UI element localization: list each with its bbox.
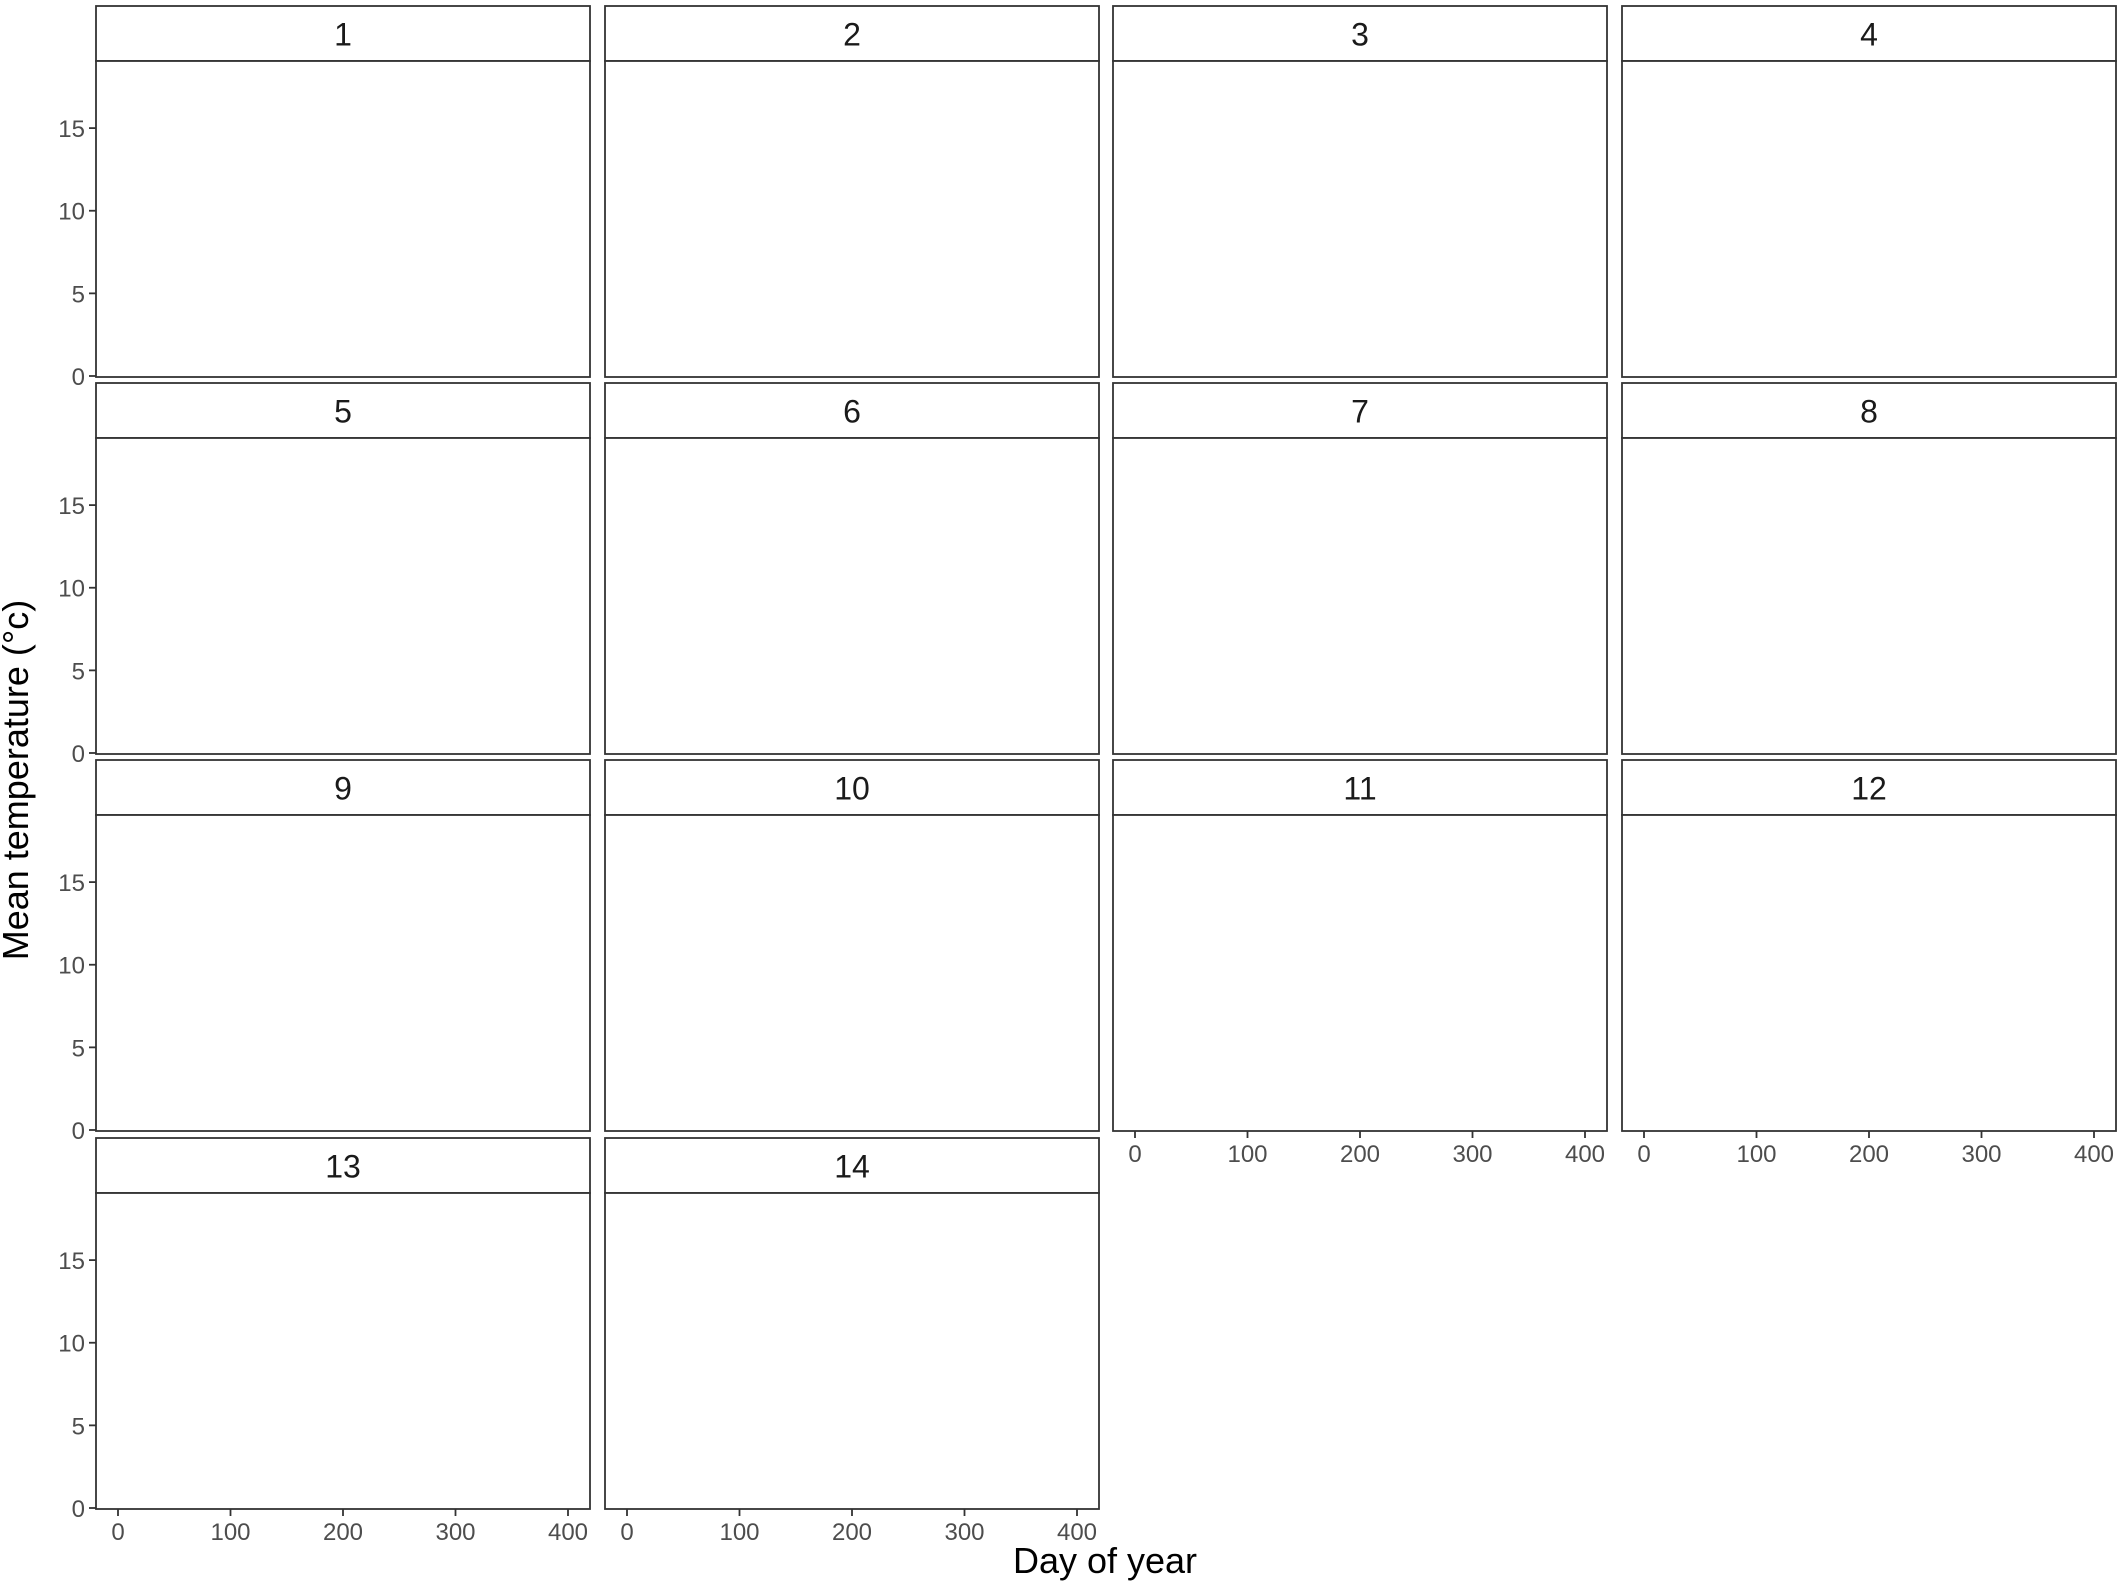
facet-strip-label: 4 — [1860, 17, 1878, 53]
x-tick-label: 400 — [1565, 1141, 1605, 1168]
y-tick-label: 10 — [58, 953, 85, 980]
facet-panel-9: 99.48.37051015 — [58, 759, 591, 1145]
y-tick-label: 5 — [72, 281, 85, 308]
facet-panels: 110.29.16.805101521096.739.98.86.949.48.… — [58, 5, 2117, 1546]
x-tick-label: 200 — [832, 1519, 872, 1546]
x-tick-label: 300 — [435, 1519, 475, 1546]
panel-border — [604, 1192, 1100, 1510]
facet-panel-12: 1211.810.37.80100200300400 — [1621, 759, 2117, 1168]
facet-panel-3: 39.98.86.9 — [1112, 5, 1608, 378]
x-tick-label: 300 — [1961, 1141, 2001, 1168]
facet-panel-6: 610.39.26.7 — [604, 382, 1100, 755]
facet-strip-label: 11 — [1343, 771, 1376, 807]
panel-border — [95, 1192, 591, 1510]
x-tick-label: 200 — [1849, 1141, 1889, 1168]
x-tick-label: 100 — [719, 1519, 759, 1546]
x-tick-label: 400 — [548, 1519, 588, 1546]
facet-strip-label: 3 — [1351, 17, 1369, 53]
facet-strip-label: 8 — [1860, 394, 1878, 430]
panel-border — [604, 60, 1100, 378]
y-tick-label: 0 — [72, 741, 85, 768]
panel-border — [604, 437, 1100, 755]
panel-border — [1112, 60, 1608, 378]
facet-panel-13: 1311.510.17.60510150100200300400 — [58, 1137, 591, 1546]
panel-border — [604, 814, 1100, 1132]
y-tick-label: 15 — [58, 870, 85, 897]
facet-strip-label: 12 — [1851, 771, 1887, 807]
x-tick-label: 100 — [210, 1519, 250, 1546]
facet-strip — [604, 5, 1100, 62]
y-tick-label: 0 — [72, 1118, 85, 1145]
y-tick-label: 5 — [72, 1413, 85, 1440]
facet-panel-7: 7108.86.8 — [1112, 382, 1608, 755]
facet-panel-10: 109.38.46.7 — [604, 759, 1100, 1132]
facet-panel-4: 49.48.46.3 — [1621, 5, 2117, 378]
panel-border — [1112, 437, 1608, 755]
facet-strip — [1112, 759, 1608, 816]
y-tick-label: 15 — [58, 1248, 85, 1275]
y-tick-label: 5 — [72, 658, 85, 685]
facet-panel-8: 89.98.96.9 — [1621, 382, 2117, 755]
y-tick-label: 0 — [72, 1496, 85, 1523]
x-tick-label: 0 — [1637, 1141, 1650, 1168]
facet-strip — [1621, 759, 2117, 816]
facet-panel-5: 510.29.16.7051015 — [58, 382, 591, 768]
x-tick-label: 100 — [1736, 1141, 1776, 1168]
x-tick-label: 200 — [323, 1519, 363, 1546]
facet-strip-label: 9 — [334, 771, 352, 807]
x-tick-label: 0 — [1128, 1141, 1141, 1168]
x-tick-label: 0 — [111, 1519, 124, 1546]
facet-strip — [95, 1137, 591, 1194]
facet-strip — [95, 382, 591, 439]
facet-strip-label: 13 — [325, 1149, 361, 1185]
panel-border — [1621, 814, 2117, 1132]
y-tick-label: 10 — [58, 1331, 85, 1358]
facet-panel-11: 1110.49.16.60100200300400 — [1112, 759, 1608, 1168]
y-tick-label: 10 — [58, 576, 85, 603]
facet-strip-label: 6 — [843, 394, 861, 430]
panel-border — [95, 437, 591, 755]
facet-strip-label: 5 — [334, 394, 352, 430]
facet-strip — [95, 759, 591, 816]
facet-strip — [1112, 382, 1608, 439]
x-tick-label: 300 — [1452, 1141, 1492, 1168]
x-tick-label: 400 — [2074, 1141, 2114, 1168]
facet-strip — [1621, 5, 2117, 62]
x-axis-label: Day of year — [1013, 1540, 1197, 1581]
x-tick-label: 400 — [1057, 1519, 1097, 1546]
facet-strip-label: 1 — [334, 17, 352, 53]
facet-strip-label: 7 — [1351, 394, 1369, 430]
y-tick-label: 5 — [72, 1035, 85, 1062]
x-tick-label: 300 — [944, 1519, 984, 1546]
facet-panel-14: 1410.89.56.90100200300400 — [604, 1137, 1100, 1546]
y-tick-label: 15 — [58, 116, 85, 143]
facet-strip — [604, 759, 1100, 816]
facet-strip — [1621, 382, 2117, 439]
facet-strip-label: 2 — [843, 17, 861, 53]
x-tick-label: 0 — [620, 1519, 633, 1546]
panel-border — [1621, 60, 2117, 378]
y-tick-label: 0 — [72, 364, 85, 391]
facet-strip — [95, 5, 591, 62]
panel-border — [95, 814, 591, 1132]
y-axis-label: Mean temperature (°c) — [0, 600, 36, 961]
facet-strip-label: 14 — [834, 1149, 870, 1185]
facet-panel-2: 21096.7 — [604, 5, 1100, 378]
y-tick-label: 10 — [58, 199, 85, 226]
panel-border — [1621, 437, 2117, 755]
panel-border — [95, 60, 591, 378]
facet-panel-1: 110.29.16.8051015 — [58, 5, 591, 391]
x-tick-label: 100 — [1227, 1141, 1267, 1168]
panel-border — [1112, 814, 1608, 1132]
x-tick-label: 200 — [1340, 1141, 1380, 1168]
y-tick-label: 15 — [58, 493, 85, 520]
facet-strip — [604, 1137, 1100, 1194]
facet-strip-label: 10 — [834, 771, 870, 807]
